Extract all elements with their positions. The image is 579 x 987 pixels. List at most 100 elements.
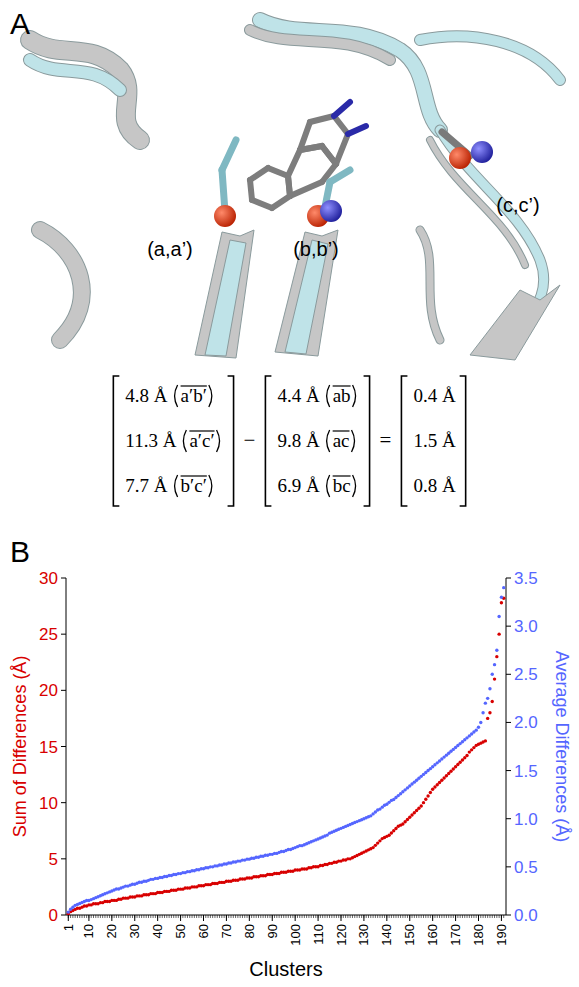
stick: [290, 182, 322, 196]
sheet: [205, 240, 246, 356]
minor-tick: [499, 915, 500, 918]
minor-tick: [393, 915, 394, 918]
minor-tick: [379, 915, 380, 918]
tick: [61, 802, 66, 803]
tick-label: 150: [402, 924, 417, 946]
stick: [222, 140, 236, 170]
minor-tick: [194, 915, 195, 918]
plot-area: [67, 586, 506, 915]
overline: [181, 385, 207, 386]
tick: [111, 915, 112, 921]
minor-tick: [357, 915, 358, 918]
tick: [134, 915, 135, 921]
atom: [449, 147, 471, 169]
tick: [501, 915, 502, 921]
minor-tick: [70, 915, 71, 918]
bracket: [228, 376, 234, 506]
ribbon-edge: [420, 230, 440, 340]
minor-tick: [451, 915, 452, 918]
minor-tick: [311, 915, 312, 918]
tick: [61, 690, 66, 691]
minor-tick: [377, 915, 378, 918]
tick-label: 0.5: [514, 858, 538, 877]
stick: [348, 126, 366, 134]
parenthesis: [327, 475, 330, 497]
tick: [295, 915, 296, 921]
minor-tick: [366, 915, 367, 918]
minor-tick: [338, 915, 339, 918]
tick: [61, 915, 66, 916]
tick-label: 30: [127, 924, 142, 938]
minor-tick: [116, 915, 117, 918]
minor-tick: [109, 915, 110, 918]
minor-tick: [423, 915, 424, 918]
parenthesis: [175, 385, 178, 407]
minor-tick: [302, 915, 303, 918]
minor-tick: [93, 915, 94, 918]
minor-tick: [354, 915, 355, 918]
stick: [288, 176, 290, 196]
parenthesis: [353, 475, 356, 497]
point: [488, 711, 491, 714]
minor-tick: [192, 915, 193, 918]
tick: [203, 915, 204, 921]
point: [67, 910, 70, 913]
atom-label: (b,b’): [293, 238, 339, 260]
parenthesis: [217, 430, 220, 452]
tick-label: 80: [242, 924, 257, 938]
tick-label: 15: [39, 738, 58, 757]
minor-tick: [382, 915, 383, 918]
minor-tick: [306, 915, 307, 918]
stick: [288, 150, 300, 176]
minor-tick: [125, 915, 126, 918]
minor-tick: [166, 915, 167, 918]
tick: [432, 915, 433, 921]
tick-label: 25: [39, 625, 58, 644]
minor-tick: [242, 915, 243, 918]
minor-tick: [327, 915, 328, 918]
minor-tick: [320, 915, 321, 918]
tick-label: 180: [471, 924, 486, 946]
overline: [333, 430, 350, 431]
stick: [288, 176, 290, 196]
tick: [478, 915, 479, 921]
point: [465, 754, 468, 757]
bracket: [265, 376, 271, 506]
minor-tick: [389, 915, 390, 918]
stick: [300, 146, 322, 150]
tick-label: 5: [49, 850, 58, 869]
minor-tick: [322, 915, 323, 918]
minor-tick: [162, 915, 163, 918]
minor-tick: [121, 915, 122, 918]
overline: [333, 475, 351, 476]
bracket: [113, 376, 119, 506]
minor-tick: [102, 915, 103, 918]
minor-tick: [247, 915, 248, 918]
minor-tick: [198, 915, 199, 918]
minor-tick: [98, 915, 99, 918]
tick: [506, 770, 511, 771]
stick: [268, 168, 288, 176]
minor-tick: [384, 915, 385, 918]
minor-tick: [153, 915, 154, 918]
tick-label: 2.0: [514, 713, 538, 732]
axis-line: [506, 578, 507, 915]
minor-tick: [462, 915, 463, 918]
point: [484, 701, 487, 704]
axis-title: Clusters: [249, 958, 322, 980]
minor-tick: [391, 915, 392, 918]
point: [500, 601, 503, 604]
tick: [455, 915, 456, 921]
minor-tick: [233, 915, 234, 918]
minor-tick: [201, 915, 202, 918]
minor-tick: [251, 915, 252, 918]
minor-tick: [159, 915, 160, 918]
tick-label: 100: [288, 924, 303, 946]
axis-title: Sum of Differences (Å): [10, 656, 30, 838]
minor-tick: [439, 915, 440, 918]
minor-tick: [485, 915, 486, 918]
point: [424, 798, 427, 801]
sheet: [470, 285, 560, 360]
minor-tick: [281, 915, 282, 918]
tick-label: 0: [49, 906, 58, 925]
